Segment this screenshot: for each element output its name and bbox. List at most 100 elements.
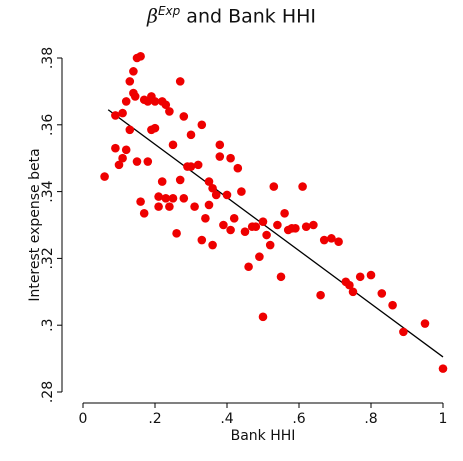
scatter-point [186,162,196,171]
scatter-point [114,160,124,170]
scatter-point [420,319,430,328]
scatter-point [125,77,135,86]
scatter-point [139,209,149,218]
scatter-point [150,123,160,133]
scatter-point [118,153,127,163]
title-beta-symbol: β [146,5,158,28]
chart-title: βExp and Bank HHI [0,4,463,27]
y-tick-label: .36 [40,114,56,136]
y-tick-label: .28 [40,381,56,403]
scatter-point [204,177,214,186]
scatter-point [309,220,318,230]
scatter-point [251,222,261,231]
scatter-point [219,220,228,230]
scatter-point [355,272,365,282]
scatter-point [262,230,271,240]
scatter-point [111,111,120,120]
scatter-point [197,120,207,130]
y-tick-label: .32 [40,247,56,269]
x-tick-label: .4 [220,411,233,427]
scatter-point [334,237,343,246]
scatter-point [345,280,354,290]
scatter-point [319,235,329,245]
scatter-point [269,182,279,191]
scatter-point [175,77,185,86]
scatter-point [258,312,268,322]
scatter-point [327,234,336,243]
scatter-point [197,235,207,245]
scatter-point [348,287,358,297]
scatter-point [175,175,185,185]
scatter-point [255,252,264,262]
x-axis-title: Bank HHI [231,428,296,444]
scatter-point [208,183,217,193]
scatter-point [121,145,131,155]
scatter-point [161,100,171,110]
scatter-point [208,240,217,250]
scatter-point [377,289,387,298]
scatter-point [190,202,199,211]
scatter-point [154,192,163,201]
fit-line-group [107,109,444,358]
scatter-point [201,214,210,223]
fit-line [107,109,444,358]
scatter-point [301,222,311,231]
scatter-point [136,52,145,61]
x-tick-label: .2 [148,411,161,427]
scatter-point [222,190,232,200]
scatter-point [226,225,235,235]
y-tick-label: .34 [40,180,56,202]
scatter-point [240,227,250,236]
scatter-point [150,97,160,106]
scatter-point [125,125,135,135]
scatter-point [438,364,448,373]
y-axis-title: Interest expense beta [27,148,43,301]
scatter-point [130,92,140,101]
scatter-point [237,187,246,196]
scatter-point [388,300,397,310]
scatter-point [258,217,268,226]
scatter-point [111,143,120,153]
scatter-point [168,193,178,203]
scatter-point [132,157,142,166]
scatter-point [265,240,275,250]
scatter-point [316,290,325,300]
scatter-point [226,153,235,163]
scatter-point [298,182,307,191]
scatter-point [100,172,109,181]
scatter-point [215,140,225,150]
scatter-point [276,272,286,282]
scatter-point [136,197,145,206]
scatter-point [179,112,189,121]
chart-axes: .28 .3 .32 .34 .36 .38 0 .2 .4 .6 .8 1 [40,47,447,427]
scatter-point [154,202,163,211]
x-tick-label: 1 [439,411,448,427]
scatter-point [229,214,239,223]
scatter-point [186,130,196,140]
scatter-point [366,270,376,280]
scatter-point [204,200,214,210]
title-superscript: Exp [157,4,181,18]
scatter-point [143,157,153,166]
scatter-point [193,160,203,170]
scatter-point [157,177,167,186]
scatter-point [165,107,174,116]
scatter-point [399,327,408,337]
scatter-point [179,193,189,203]
scatter-point [280,209,289,218]
scatter-point [273,220,282,230]
scatter-point [161,193,171,203]
scatter-point [121,97,131,106]
scatter-point [165,202,174,211]
scatter-point [291,224,300,233]
x-tick-label: .6 [292,411,305,427]
scatter-point [168,140,178,150]
scatter-point [172,229,181,238]
scatter-point [118,108,127,118]
x-tick-label: 0 [79,411,88,427]
scatter-point [233,163,243,173]
scatter-point [244,262,253,272]
scatter-point [215,152,225,161]
y-tick-label: .3 [40,319,56,332]
